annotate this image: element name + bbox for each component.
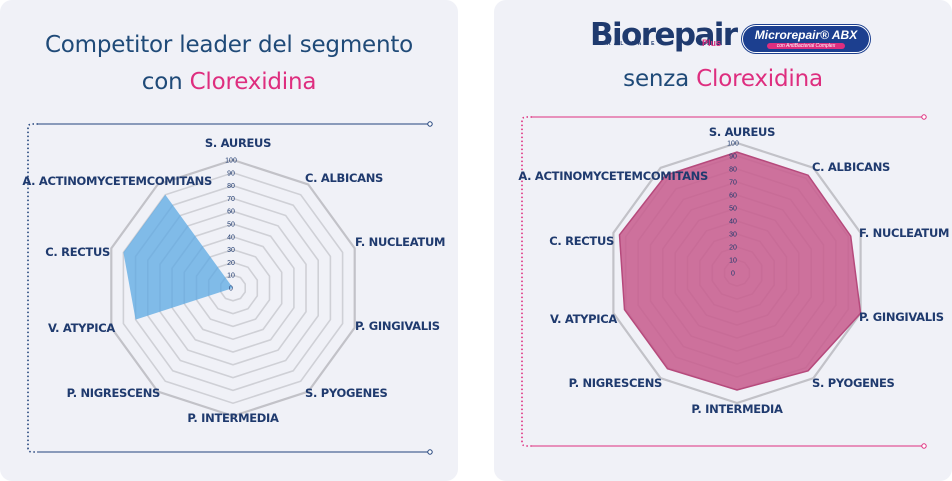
tick-label: 10 [227, 273, 235, 280]
tick-label: 70 [729, 180, 737, 187]
product-tagline: con AntiBacterial Complex [767, 43, 845, 49]
tick-label: 80 [729, 167, 737, 174]
tick-label: 40 [227, 234, 235, 241]
chart-frame [27, 121, 433, 455]
data-area [123, 194, 331, 327]
category-label: A. ACTINOMYCETEMCOMITANS [518, 169, 708, 183]
chart-frame [521, 114, 927, 449]
biorepair-logo: Biorepair [590, 17, 738, 53]
right-title-accent: Clorexidina [696, 66, 823, 92]
category-label: S. AUREUS [205, 136, 271, 150]
category-label: P. INTERMEDIA [187, 411, 279, 425]
category-label: V. ATYPICA [550, 312, 617, 326]
tick-label: 100 [727, 141, 739, 148]
tick-label: 100 [225, 158, 237, 165]
tick-label: 40 [729, 219, 737, 226]
tick-label: 70 [227, 196, 235, 203]
tick-label: 30 [729, 232, 737, 239]
tick-label: 60 [729, 193, 737, 200]
category-label: V. ATYPICA [48, 321, 115, 335]
category-label: P. GINGIVALIS [859, 310, 944, 324]
tick-label: 90 [227, 170, 235, 177]
category-label: P. INTERMEDIA [691, 402, 783, 416]
competitor-radar-chart: 0 10 20 30 40 50 60 70 80 90 100 S. AUREUS C. ALBICA… [22, 121, 445, 455]
tick-label: 80 [227, 183, 235, 190]
grid-ring [612, 141, 862, 405]
tick-label: 10 [729, 258, 737, 265]
left-title-line2: con Clorexidina [0, 69, 458, 95]
tick-label: 20 [729, 245, 737, 252]
category-label: S. PYOGENES [305, 386, 388, 400]
right-title-prefix: senza [623, 66, 697, 92]
tick-label: 0 [731, 271, 735, 278]
category-label: F. NUCLEATUM [355, 235, 445, 249]
tick-label: 90 [729, 154, 737, 161]
left-title-accent: Clorexidina [189, 69, 317, 95]
microrepair-badge: Microrepair® ABX con AntiBacterial Compl… [742, 25, 870, 53]
left-title-line1: Competitor leader del segmento [44, 32, 414, 58]
left-title-prefix: con [141, 69, 190, 95]
brand-tagline: ORAL CARE [600, 41, 658, 47]
category-label: P. NIGRESCENS [569, 376, 662, 390]
category-label: C. ALBICANS [812, 160, 890, 174]
tick-label: 50 [227, 222, 235, 229]
category-label: S. PYOGENES [812, 376, 895, 390]
right-title-line2: senza Clorexidina [494, 66, 952, 92]
biorepair-radar-chart: 0 10 20 30 40 50 60 70 80 90 100 S. AUREUS C. ALBICA… [518, 114, 949, 449]
category-label: C. RECTUS [549, 234, 614, 248]
biorepair-panel: Biorepair ORAL CARE Plus Microrepair® AB… [494, 0, 952, 481]
grid-ring [110, 158, 356, 418]
product-name: Microrepair® ABX [754, 28, 858, 42]
category-label: C. RECTUS [45, 245, 110, 259]
category-label: F. NUCLEATUM [859, 226, 949, 240]
competitor-panel: Competitor leader del segmento con Clore… [0, 0, 458, 481]
category-label: A. ACTINOMYCETEMCOMITANS [22, 174, 212, 188]
tick-label: 30 [227, 247, 235, 254]
tick-label: 0 [229, 286, 233, 293]
tick-label: 60 [227, 209, 235, 216]
category-label: P. NIGRESCENS [67, 386, 160, 400]
category-label: C. ALBICANS [305, 171, 383, 185]
brand-plus: Plus [702, 38, 722, 48]
tick-label: 50 [729, 206, 737, 213]
category-label: P. GINGIVALIS [355, 319, 440, 333]
data-area [618, 151, 862, 391]
tick-label: 20 [227, 260, 235, 267]
category-label: S. AUREUS [709, 125, 775, 139]
